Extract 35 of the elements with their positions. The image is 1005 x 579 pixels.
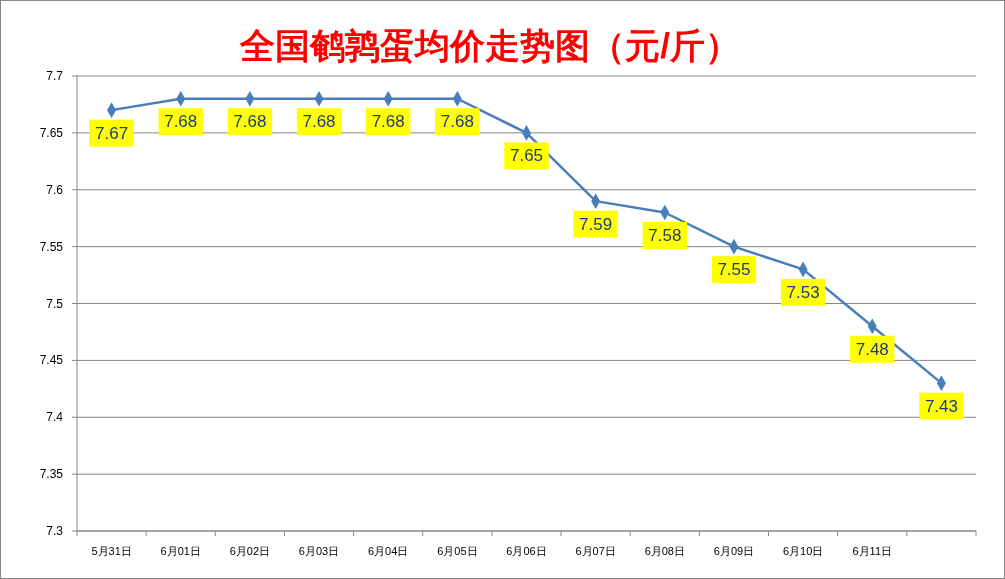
- x-tick-label: 6月11日: [852, 545, 893, 557]
- data-label: 7.68: [440, 112, 474, 132]
- y-tick-label: 7.5: [46, 296, 64, 311]
- y-tick-label: 7.6: [46, 182, 64, 197]
- data-label: 7.55: [717, 260, 751, 280]
- data-label: 7.68: [302, 112, 336, 132]
- data-label: 7.48: [855, 339, 889, 359]
- x-tick-label: 5月31日: [91, 545, 132, 557]
- x-tick-label: 6月04日: [368, 545, 409, 557]
- data-label: 7.68: [371, 112, 405, 132]
- data-label: 7.68: [164, 112, 198, 132]
- data-label: 7.67: [95, 123, 129, 143]
- y-tick-label: 7.3: [46, 524, 64, 538]
- y-tick-label: 7.65: [39, 125, 64, 140]
- data-label: 7.68: [233, 112, 267, 132]
- data-label: 7.43: [924, 396, 958, 416]
- data-label: 7.59: [579, 214, 613, 234]
- y-tick-label: 7.45: [39, 353, 64, 368]
- x-tick-label: 6月03日: [298, 545, 340, 557]
- x-tick-label: 6月10日: [782, 545, 824, 557]
- data-label: 7.53: [786, 282, 820, 302]
- y-tick-label: 7.55: [39, 239, 64, 254]
- x-tick-label: 6月09日: [713, 545, 755, 557]
- data-label: 7.58: [648, 226, 682, 245]
- x-tick-label: 6月01日: [160, 545, 201, 557]
- x-tick-label: 6月06日: [506, 545, 547, 557]
- chart-title: 全国鹌鹑蛋均价走势图（元/斤）: [239, 25, 740, 65]
- x-tick-label: 6月05日: [437, 545, 478, 557]
- y-tick-label: 7.4: [46, 410, 64, 425]
- y-tick-label: 7.35: [39, 467, 64, 482]
- y-tick-label: 7.7: [46, 69, 64, 83]
- x-tick-label: 6月02日: [229, 545, 271, 557]
- data-label: 7.65: [509, 146, 544, 166]
- x-tick-label: 6月08日: [644, 545, 685, 557]
- x-tick-label: 6月07日: [575, 545, 616, 557]
